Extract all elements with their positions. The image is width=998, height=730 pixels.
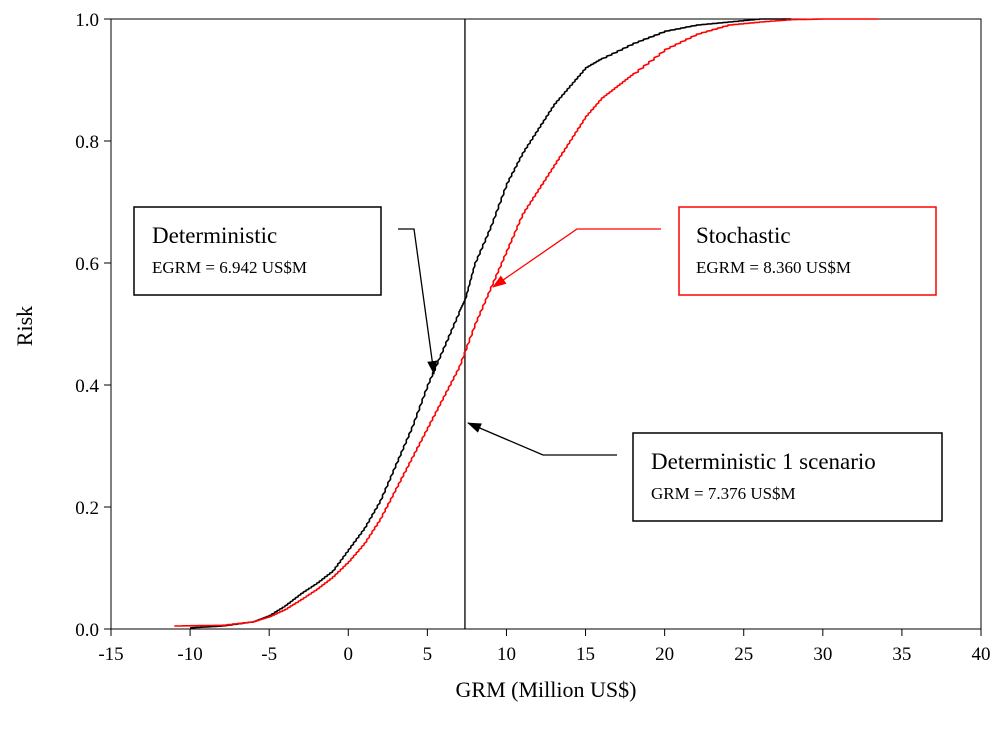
x-axis-title: GRM (Million US$) — [456, 677, 637, 702]
annotation-deterministic-arrow — [398, 228, 438, 375]
annotation-stochastic-subtitle: EGRM = 8.360 US$M — [696, 258, 851, 277]
x-tick-label: 10 — [497, 644, 516, 665]
annotation-deterministic-scenario-box — [632, 432, 943, 522]
y-tick-label: 0.8 — [75, 132, 99, 153]
x-tick-label: -10 — [177, 644, 202, 665]
annotation-deterministic-scenario-subtitle: GRM = 7.376 US$M — [651, 484, 796, 503]
annotation-stochastic-box — [678, 206, 937, 296]
annotation-stochastic-title: Stochastic — [696, 223, 791, 248]
x-tick-label: 0 — [344, 644, 354, 665]
x-tick-label: 30 — [813, 644, 832, 665]
y-axis-title: Risk — [12, 306, 37, 346]
annotation-stochastic: Stochastic EGRM = 8.360 US$M — [492, 206, 937, 296]
series-line-deterministic — [190, 18, 792, 629]
annotation-deterministic-box — [133, 206, 382, 296]
x-tick-label: 40 — [972, 644, 991, 665]
y-tick-label: 0.6 — [75, 254, 99, 275]
annotation-deterministic-scenario-arrow — [467, 422, 617, 456]
x-tick-label: 25 — [734, 644, 753, 665]
x-tick-label: -5 — [261, 644, 277, 665]
y-tick-label: 0.0 — [75, 620, 99, 641]
series-layer — [174, 18, 879, 629]
y-tick-label: 0.4 — [75, 376, 99, 397]
y-tick-label: 0.2 — [75, 498, 99, 519]
annotation-deterministic: Deterministic EGRM = 6.942 US$M — [133, 206, 438, 375]
x-tick-label: 5 — [423, 644, 433, 665]
annotation-deterministic-title: Deterministic — [152, 223, 277, 248]
x-tick-label: 35 — [892, 644, 911, 665]
annotation-deterministic-subtitle: EGRM = 6.942 US$M — [152, 258, 307, 277]
y-axis: 0.0 0.2 0.4 0.6 0.8 1.0 — [75, 10, 111, 641]
x-tick-label: 15 — [576, 644, 595, 665]
plot-area-frame — [110, 18, 982, 630]
annotation-deterministic-scenario-title: Deterministic 1 scenario — [651, 449, 876, 474]
x-axis: -15 -10 -5 0 5 10 15 20 25 30 35 40 — [98, 629, 991, 665]
x-tick-label: 20 — [655, 644, 674, 665]
y-tick-label: 1.0 — [75, 10, 99, 31]
annotation-stochastic-arrow — [492, 228, 661, 288]
x-tick-label: -15 — [98, 644, 123, 665]
series-line-stochastic — [174, 18, 879, 627]
annotation-deterministic-scenario: Deterministic 1 scenario GRM = 7.376 US$… — [467, 422, 943, 522]
